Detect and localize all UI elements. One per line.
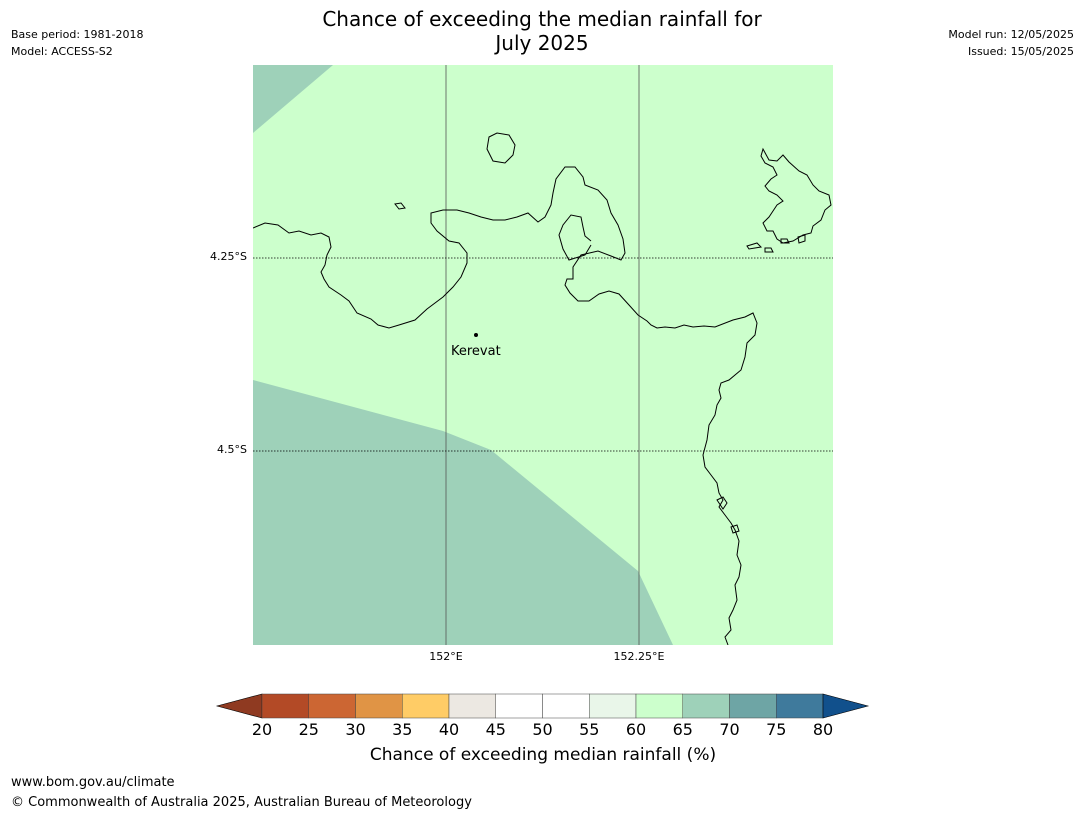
map-title-line2: July 2025 [495,31,589,55]
colorbar-tick-65: 65 [672,720,693,739]
colorbar-tick-25: 25 [298,720,319,739]
colorbar-swatch-50-55 [542,693,590,719]
model-run-text: Model run: 12/05/2025 [948,28,1074,41]
coastline-islet-6 [716,496,728,510]
footer-url[interactable]: www.bom.gov.au/climate [11,775,175,790]
colorbar-swatch-75-80 [776,693,824,719]
coastline-watom-island [486,132,516,164]
colorbar-title: Chance of exceeding median rainfall (%) [369,745,717,765]
colorbar-tick-60: 60 [625,720,647,739]
colorbar-swatch-55-60 [589,693,637,719]
kerevat-marker [474,333,478,337]
coastline-islet-4 [780,238,790,244]
colorbar-tick-75: 75 [766,720,787,739]
colorbar-swatch-35-40 [402,693,450,719]
colorbar-arrow-high [822,693,870,719]
colorbar-tick-30: 30 [345,720,366,739]
colorbar-swatch-20-25 [261,693,309,719]
model-name-text: Model: ACCESS-S2 [11,45,113,58]
model-info: Base period: 1981-2018 Model: ACCESS-S2 [11,26,143,60]
longitude-label-152E: 152°E [429,650,463,663]
region-65-70-north-west [253,65,333,133]
latitude-label-4-25S: 4.25°S [210,250,247,263]
colorbar-swatch-65-70 [682,693,730,719]
colorbar-swatch-30-35 [355,693,403,719]
colorbar-tick-20: 20 [251,720,273,739]
colorbar-swatch-70-75 [729,693,777,719]
coastline-rabaul-caldera [558,214,592,261]
colorbar-swatch-40-45 [448,693,496,719]
coastline-islet-7 [730,524,740,534]
colorbar-arrow-low [215,693,263,719]
colorbar-tick-40: 40 [438,720,460,739]
colorbar-tick-80: 80 [812,720,834,739]
issued-date-text: Issued: 15/05/2025 [967,45,1074,58]
colorbar-swatch-60-65 [635,693,683,719]
colorbar-tick-50: 50 [532,720,553,739]
latitude-label-4-5S: 4.5°S [217,443,247,456]
coastline-gazelle-peninsula [253,166,758,645]
footer-copyright: © Commonwealth of Australia 2025, Austra… [11,795,472,810]
colorbar-swatch-45-50 [495,693,543,719]
kerevat-label: Kerevat [451,344,501,359]
base-period-text: Base period: 1981-2018 [11,28,144,41]
colorbar [215,693,870,719]
map-title-line1: Chance of exceeding the median rainfall … [322,7,762,31]
run-info: Model run: 12/05/2025 Issued: 15/05/2025 [948,26,1074,60]
longitude-label-152-25E: 152.25°E [613,650,665,663]
colorbar-tick-35: 35 [392,720,413,739]
colorbar-tick-70: 70 [719,720,740,739]
rainfall-map[interactable]: Kerevat [253,65,833,645]
region-65-70-south-west [253,380,673,645]
colorbar-tick-45: 45 [485,720,506,739]
colorbar-swatch-25-30 [308,693,356,719]
colorbar-tick-55: 55 [579,720,600,739]
coastline-islet-1 [394,202,406,210]
coastline-islet-5 [797,234,806,244]
map-title: Chance of exceeding the median rainfall … [242,7,842,55]
coastline-islet-3 [764,247,774,253]
coastline-islet-2 [746,242,763,250]
